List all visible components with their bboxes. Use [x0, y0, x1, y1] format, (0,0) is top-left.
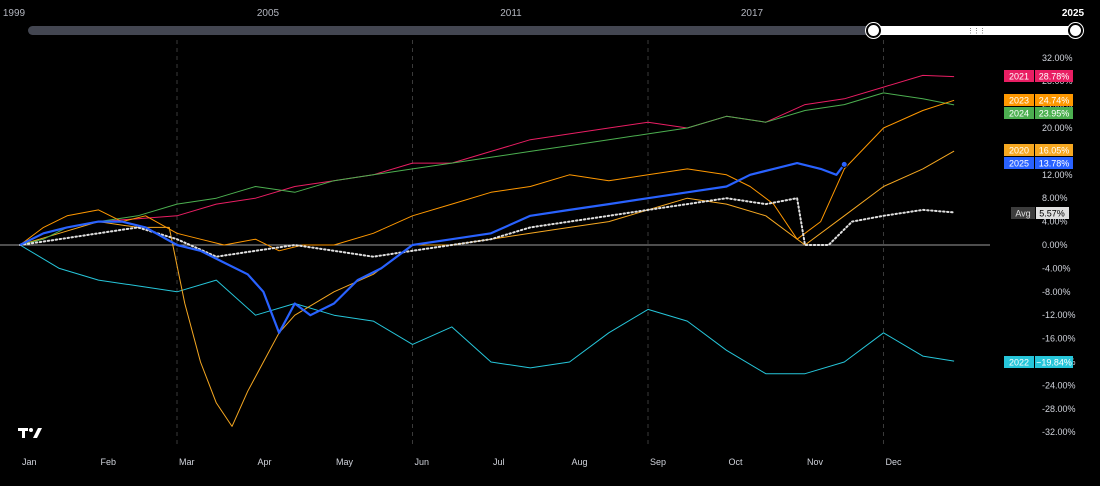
end-label-2021: 2021 28.78% — [1004, 70, 1073, 82]
end-label-value: 23.95% — [1039, 109, 1070, 119]
end-label-2023: 2023 24.74% — [1004, 94, 1073, 106]
x-tick-label: Aug — [572, 457, 588, 467]
x-tick-label: Apr — [258, 457, 272, 467]
y-tick-label: 0.00% — [1042, 240, 1068, 250]
end-label-name: 2022 — [1009, 358, 1029, 368]
x-tick-label: Sep — [650, 457, 666, 467]
end-label-name-bg — [1011, 207, 1035, 219]
end-label-name: Avg — [1015, 209, 1030, 219]
x-tick-label: Mar — [179, 457, 195, 467]
end-label-value: 13.78% — [1039, 159, 1070, 169]
series-line-2025 — [19, 162, 846, 334]
tradingview-logo-icon — [18, 428, 42, 438]
x-tick-label: Jun — [415, 457, 430, 467]
series-line-2020 — [19, 150, 955, 427]
x-tick-label: Dec — [886, 457, 903, 467]
end-label-name: 2023 — [1009, 96, 1029, 106]
year-label: 1999 — [2, 8, 26, 19]
end-label-2020: 2020 16.05% — [1004, 144, 1073, 156]
end-label-name-bg — [1004, 107, 1034, 119]
y-tick-label: -32.00% — [1042, 427, 1076, 437]
y-tick-label: 32.00% — [1042, 53, 1073, 63]
end-label-value: 28.78% — [1039, 72, 1070, 82]
end-label-name-bg — [1004, 157, 1034, 169]
end-label-value-bg — [1036, 207, 1069, 219]
end-label-value-bg — [1035, 144, 1073, 156]
end-label-value: 5.57% — [1039, 209, 1065, 219]
year-label: 2011 — [500, 8, 522, 19]
y-tick-label: -4.00% — [1042, 263, 1071, 273]
range-end-handle[interactable] — [1068, 23, 1083, 38]
end-label-value-bg — [1035, 356, 1073, 368]
end-label-value-bg — [1035, 94, 1073, 106]
range-slider-track[interactable] — [28, 26, 1076, 35]
x-tick-label: Feb — [101, 457, 117, 467]
series-line-2024 — [19, 92, 955, 246]
end-label-name-bg — [1004, 144, 1034, 156]
series-line-2022 — [19, 244, 955, 375]
x-tick-label: Nov — [807, 457, 824, 467]
series-endpoint-2025 — [840, 160, 848, 168]
end-label-2025: 2025 13.78% — [1004, 157, 1073, 169]
end-label-2022: 2022 −19.84% — [1004, 356, 1073, 368]
y-tick-label: -12.00% — [1042, 310, 1076, 320]
series-line-2021 — [19, 74, 955, 246]
x-tick-label: May — [336, 457, 354, 467]
y-tick-label: 8.00% — [1042, 193, 1068, 203]
end-label-value: −19.84% — [1036, 358, 1072, 368]
y-tick-label: -24.00% — [1042, 380, 1076, 390]
y-tick-label: -8.00% — [1042, 287, 1071, 297]
end-label-name: 2025 — [1009, 159, 1029, 169]
end-label-value: 16.05% — [1039, 146, 1070, 156]
end-label-value-bg — [1035, 157, 1073, 169]
y-tick-label: 12.00% — [1042, 170, 1073, 180]
year-label-selected: 2025 — [1061, 8, 1085, 19]
end-label-2024: 2024 23.95% — [1004, 107, 1073, 119]
y-tick-label: -28.00% — [1042, 404, 1076, 414]
x-tick-label: Oct — [729, 457, 744, 467]
year-axis: 1999 2005 2011 2017 2025 — [0, 0, 1100, 24]
y-tick-label: -16.00% — [1042, 334, 1076, 344]
series-line-avg — [19, 197, 956, 258]
x-tick-label: Jan — [22, 457, 37, 467]
range-slider-selection[interactable] — [872, 26, 1075, 35]
end-label-name-bg — [1004, 356, 1034, 368]
end-label-value-bg — [1035, 70, 1073, 82]
end-label-name-bg — [1004, 94, 1034, 106]
range-start-handle[interactable] — [866, 23, 881, 38]
year-label: 2017 — [740, 8, 764, 19]
end-label-avg: Avg 5.57% — [1011, 207, 1069, 219]
end-label-name: 2021 — [1009, 72, 1029, 82]
y-tick-label: 4.00% — [1042, 217, 1068, 227]
year-label: 2005 — [256, 8, 280, 19]
end-label-name-bg — [1004, 70, 1034, 82]
series-line-2023 — [19, 99, 955, 252]
end-label-value-bg — [1035, 107, 1073, 119]
end-label-value: 24.74% — [1039, 96, 1070, 106]
x-tick-label: Jul — [493, 457, 505, 467]
y-tick-label: 20.00% — [1042, 123, 1073, 133]
grip-icon[interactable]: ⋮⋮⋮ — [967, 28, 986, 35]
end-label-name: 2024 — [1009, 109, 1029, 119]
end-label-name: 2020 — [1009, 146, 1029, 156]
